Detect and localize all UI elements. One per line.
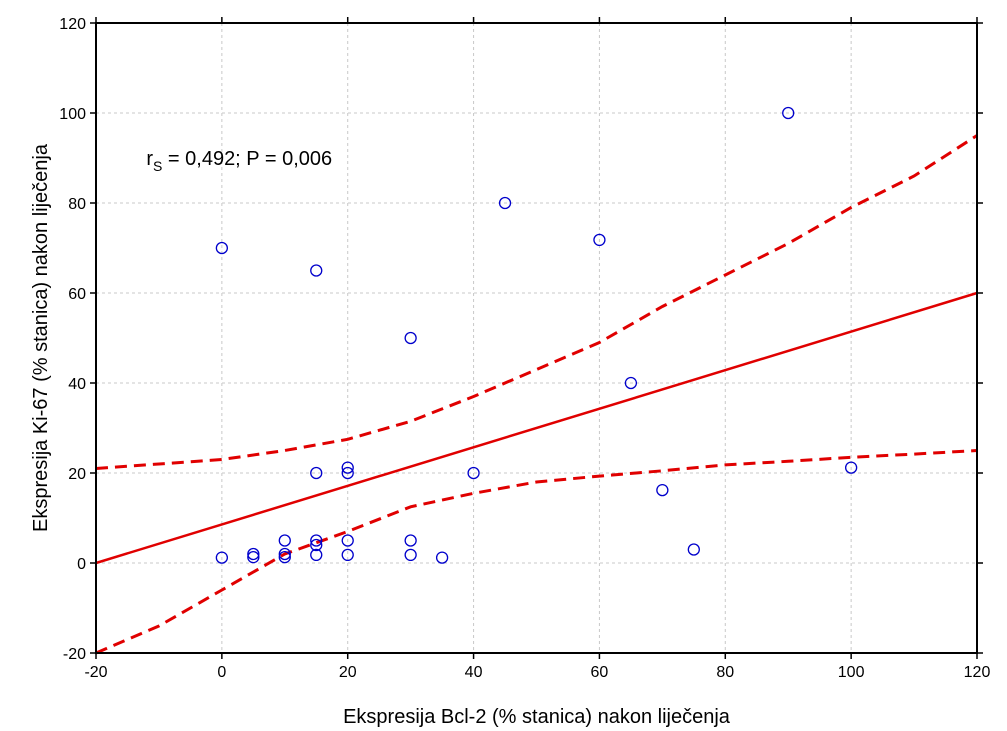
x-tick-label: 100 bbox=[838, 664, 865, 681]
confidence-band-lower bbox=[95, 449, 978, 655]
data-point bbox=[341, 461, 354, 474]
x-tick-label: 0 bbox=[217, 664, 226, 681]
x-tick-label: -20 bbox=[84, 664, 107, 681]
y-axis-ticks: -20 0 20 40 60 80 100 120 bbox=[59, 16, 983, 663]
data-point bbox=[782, 106, 795, 120]
y-tick-label: 0 bbox=[77, 556, 86, 573]
y-tick-label: -20 bbox=[63, 646, 86, 663]
y-axis-label: Ekspresija Ki-67 (% stanica) nakon liječ… bbox=[30, 143, 52, 532]
data-point bbox=[844, 461, 858, 474]
regression-line bbox=[95, 291, 978, 565]
data-point bbox=[656, 483, 669, 497]
data-points bbox=[215, 106, 858, 564]
x-axis-ticks: -20 0 20 40 60 80 100 120 bbox=[84, 17, 990, 681]
y-tick-label: 120 bbox=[59, 16, 86, 33]
confidence-band-upper bbox=[95, 134, 978, 470]
data-point bbox=[624, 376, 638, 390]
correlation-annotation: rS = 0,492; P = 0,006 bbox=[146, 148, 332, 174]
data-point bbox=[404, 331, 417, 345]
grid-lines bbox=[96, 23, 977, 653]
y-tick-label: 60 bbox=[68, 286, 86, 303]
confidence-bands bbox=[95, 134, 978, 655]
data-point bbox=[593, 233, 606, 247]
annotation-subscript: S bbox=[153, 158, 162, 174]
data-point bbox=[341, 466, 354, 480]
data-point bbox=[498, 196, 512, 210]
data-point bbox=[341, 548, 354, 562]
data-point bbox=[404, 548, 417, 562]
data-point bbox=[310, 534, 323, 547]
y-tick-label: 100 bbox=[59, 106, 86, 123]
data-point bbox=[278, 534, 291, 547]
x-axis-label: Ekspresija Bcl-2 (% stanica) nakon liječ… bbox=[343, 706, 731, 728]
data-point bbox=[467, 466, 480, 480]
plot-frame bbox=[95, 22, 978, 654]
x-tick-label: 20 bbox=[339, 664, 357, 681]
annotation-text: = 0,492; P = 0,006 bbox=[162, 148, 332, 170]
data-point bbox=[247, 551, 260, 564]
x-tick-label: 60 bbox=[591, 664, 609, 681]
data-point bbox=[278, 547, 291, 561]
y-tick-label: 20 bbox=[68, 466, 86, 483]
x-tick-label: 40 bbox=[465, 664, 483, 681]
data-point bbox=[310, 466, 323, 480]
data-point bbox=[310, 538, 323, 552]
data-point bbox=[341, 534, 354, 547]
data-point bbox=[215, 551, 229, 564]
x-tick-label: 80 bbox=[716, 664, 734, 681]
x-tick-label: 120 bbox=[964, 664, 991, 681]
data-point bbox=[247, 547, 260, 561]
y-tick-label: 80 bbox=[68, 196, 86, 213]
data-point bbox=[278, 551, 291, 564]
data-point bbox=[310, 548, 323, 562]
data-point bbox=[404, 534, 417, 547]
regression-line-group bbox=[95, 291, 978, 565]
data-point bbox=[687, 543, 700, 556]
y-tick-label: 40 bbox=[68, 376, 86, 393]
data-point bbox=[310, 264, 323, 277]
data-point bbox=[215, 241, 229, 255]
annotation-prefix: r bbox=[146, 148, 153, 170]
data-point bbox=[435, 551, 449, 564]
